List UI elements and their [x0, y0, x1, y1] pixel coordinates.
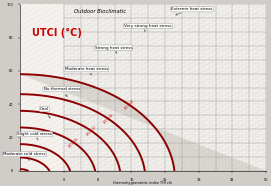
Text: UTCI=26: UTCI=26 — [68, 137, 80, 149]
Text: Moderate heat stress: Moderate heat stress — [65, 67, 108, 75]
Text: Outdoor Bioclimatic: Outdoor Bioclimatic — [74, 9, 126, 14]
Text: UTCI=32: UTCI=32 — [85, 125, 97, 137]
Text: UTCI=38: UTCI=38 — [103, 113, 115, 125]
Text: Moderate cold stress: Moderate cold stress — [4, 152, 46, 160]
Text: Very strong heat stress: Very strong heat stress — [124, 24, 172, 31]
Text: No thermal stress: No thermal stress — [44, 87, 80, 97]
Polygon shape — [20, 74, 266, 179]
Text: Cool: Cool — [40, 107, 50, 118]
Text: UTCI (°C): UTCI (°C) — [32, 28, 82, 38]
Text: Extreme heat stress: Extreme heat stress — [172, 7, 213, 15]
Text: thermohygrometric index THI chi: thermohygrometric index THI chi — [113, 181, 173, 185]
Text: Slight cold stress: Slight cold stress — [17, 132, 52, 140]
Text: Strong heat stress: Strong heat stress — [95, 46, 132, 53]
Text: UTCI=46: UTCI=46 — [124, 99, 136, 111]
